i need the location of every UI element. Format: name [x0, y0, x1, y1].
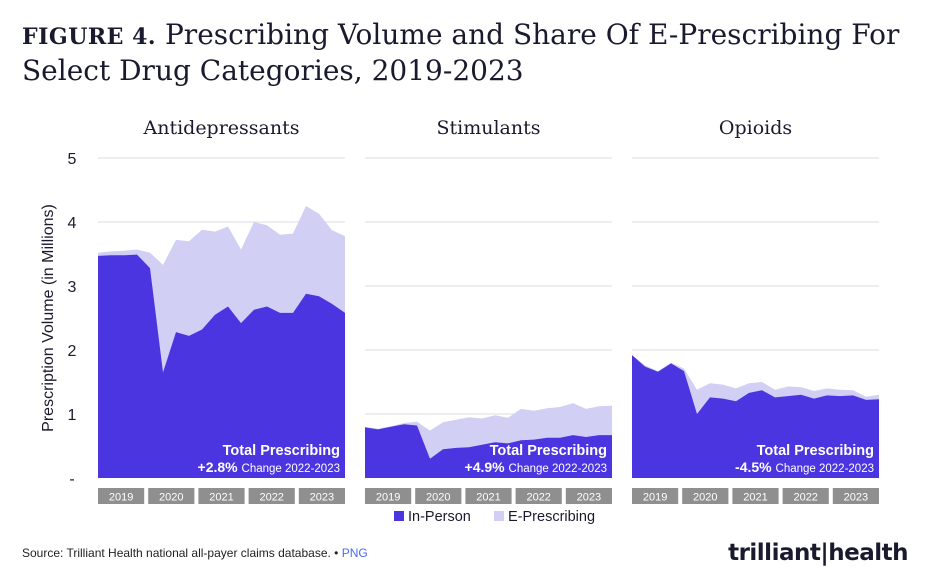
- annotation-value: +4.9%: [465, 459, 509, 475]
- x-tick-label: 2020: [159, 492, 183, 504]
- legend-label-in-person: In-Person: [408, 509, 471, 525]
- y-tick-label: 3: [68, 279, 77, 296]
- annotation-value: +2.8%: [198, 459, 242, 475]
- x-tick-label: 2021: [209, 492, 233, 504]
- panel-title: Opioids: [719, 117, 792, 139]
- logo: trilliant|health: [728, 540, 908, 566]
- year-box: [465, 488, 512, 504]
- panel-title: Antidepressants: [142, 117, 299, 139]
- year-box: [732, 488, 779, 504]
- annotation-change: +4.9% Change 2022-2023: [465, 459, 607, 475]
- year-box: [98, 488, 145, 504]
- y-tick-label: 4: [68, 215, 77, 232]
- x-tick-label: 2019: [643, 492, 667, 504]
- year-box: [298, 488, 345, 504]
- in-person-area: [98, 254, 345, 478]
- annotation-change: +2.8% Change 2022-2023: [198, 459, 340, 475]
- chart: Prescription Volume (in Millions) 5 4 3 2 1 - A…: [40, 117, 879, 525]
- annotation-change: -4.5% Change 2022-2023: [735, 459, 874, 475]
- y-tick-label: 2: [68, 343, 77, 360]
- year-box: [832, 488, 879, 504]
- year-box: [365, 488, 412, 504]
- panel-title: Stimulants: [436, 117, 540, 139]
- chart-title: FIGURE 4. Prescribing Volume and Share O…: [22, 18, 922, 87]
- x-tick-label: 2019: [376, 492, 400, 504]
- y-tick-label: 1: [68, 407, 77, 424]
- x-tick-label: 2021: [476, 492, 500, 504]
- x-tick-label: 2022: [526, 492, 550, 504]
- year-box: [198, 488, 245, 504]
- x-tick-label: 2022: [259, 492, 283, 504]
- year-box: [148, 488, 195, 504]
- x-tick-label: 2023: [844, 492, 868, 504]
- title-text: Prescribing Volume and Share Of E-Prescr…: [22, 18, 900, 87]
- x-tick-label: 2019: [109, 492, 133, 504]
- year-box: [782, 488, 829, 504]
- year-box: [565, 488, 612, 504]
- footer-separator: •: [334, 546, 339, 560]
- year-box: [632, 488, 679, 504]
- annotation-suffix: Change 2022-2023: [242, 463, 340, 475]
- y-axis-label: Prescription Volume (in Millions): [40, 204, 57, 432]
- figure-label: FIGURE 4.: [22, 24, 157, 50]
- legend-label-e-prescribing: E-Prescribing: [508, 509, 595, 525]
- annotation-title: Total Prescribing: [490, 443, 607, 459]
- x-tick-label: 2020: [426, 492, 450, 504]
- x-tick-label: 2021: [743, 492, 767, 504]
- annotation-title: Total Prescribing: [223, 443, 340, 459]
- png-link[interactable]: PNG: [341, 546, 368, 560]
- year-box: [248, 488, 295, 504]
- year-box: [682, 488, 729, 504]
- year-box: [515, 488, 562, 504]
- source-note: Source: Trilliant Health national all-pa…: [22, 546, 331, 560]
- annotation-title: Total Prescribing: [757, 443, 874, 459]
- x-tick-label: 2023: [577, 492, 601, 504]
- x-tick-label: 2022: [793, 492, 817, 504]
- in-person-area: [632, 355, 879, 478]
- annotation-suffix: Change 2022-2023: [776, 463, 874, 475]
- annotation-value: -4.5%: [735, 459, 775, 475]
- footer: Source: Trilliant Health national all-pa…: [22, 546, 368, 560]
- annotation-suffix: Change 2022-2023: [509, 463, 607, 475]
- y-tick-label: 5: [68, 151, 77, 168]
- year-box: [415, 488, 462, 504]
- legend-swatch-in-person: [394, 511, 404, 521]
- y-tick-label: -: [69, 471, 74, 488]
- x-tick-label: 2023: [310, 492, 334, 504]
- in-person-area: [365, 424, 612, 478]
- legend-swatch-e-prescribing: [494, 511, 504, 521]
- x-tick-label: 2020: [693, 492, 717, 504]
